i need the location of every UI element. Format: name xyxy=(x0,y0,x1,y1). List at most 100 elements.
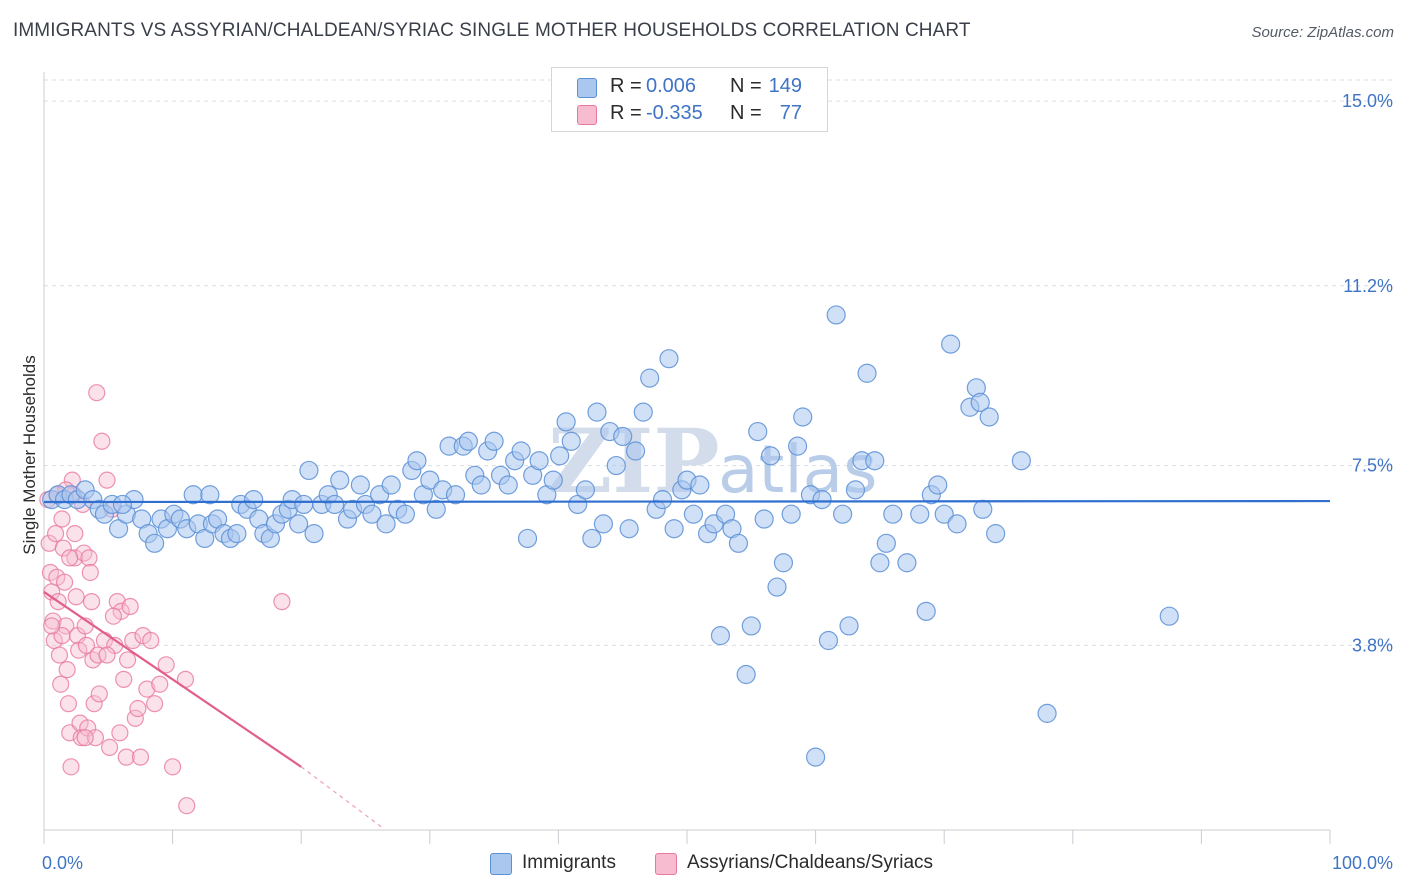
immigrants-point xyxy=(330,470,350,490)
legend-r-label: R = xyxy=(610,75,642,97)
bottom-legend-label: Immigrants xyxy=(522,852,616,873)
immigrants-point xyxy=(445,485,466,505)
immigrants-point xyxy=(511,441,531,461)
immigrants-point xyxy=(664,519,684,539)
assyrians-point xyxy=(43,617,61,635)
legend-r-value: -0.335 xyxy=(646,102,703,124)
immigrants-point xyxy=(870,553,890,573)
immigrants-point xyxy=(781,504,801,524)
immigrants-point xyxy=(484,431,504,451)
assyrians-point xyxy=(57,617,75,635)
assyrians-point xyxy=(55,573,74,591)
immigrants-point xyxy=(575,480,596,500)
legend-r-value: 0.006 xyxy=(646,75,697,97)
assyrians-point xyxy=(52,675,70,693)
immigrants-point xyxy=(517,528,538,549)
x-ticks xyxy=(43,830,1331,844)
immigrants-point xyxy=(144,533,165,553)
immigrants-point xyxy=(420,470,440,490)
assyrians-points xyxy=(39,384,291,815)
immigrants-point xyxy=(773,553,794,573)
y-tick-label: 15.0% xyxy=(1342,91,1393,111)
immigrants-point xyxy=(934,504,954,524)
immigrants-point xyxy=(857,363,877,383)
immigrants-point xyxy=(529,451,549,471)
immigrants-point xyxy=(458,431,478,451)
assyrians-point xyxy=(72,729,90,747)
assyrians-point xyxy=(50,646,69,664)
assyrians-point xyxy=(66,525,84,543)
immigrants-point xyxy=(916,601,936,621)
assyrians-point xyxy=(89,646,107,664)
immigrants-point xyxy=(471,475,491,495)
assyrians-point xyxy=(164,758,182,776)
immigrants-point xyxy=(633,402,653,422)
assyrians-trend-extension xyxy=(300,766,383,829)
assyrians-point xyxy=(142,631,160,650)
y-tick-label: 7.5% xyxy=(1352,456,1393,476)
bottom-legend-immigrants: Immigrants xyxy=(490,850,630,878)
immigrants-swatch xyxy=(577,78,597,98)
immigrants-point xyxy=(200,485,220,505)
immigrants-point xyxy=(350,475,370,495)
immigrants-point xyxy=(710,626,731,646)
trend-lines xyxy=(43,499,1331,829)
bottom-legend-label: Assyrians/Chaldeans/Syriacs xyxy=(687,852,934,873)
assyrians-point xyxy=(93,432,111,450)
immigrants-point xyxy=(690,475,710,495)
immigrants-point xyxy=(426,499,446,519)
legend-n-label: N = xyxy=(730,75,762,97)
assyrians-point xyxy=(98,646,116,664)
immigrants-point xyxy=(582,528,602,549)
immigrants-point xyxy=(970,392,990,413)
assyrians-point xyxy=(82,593,101,611)
assyrians-point xyxy=(117,748,135,766)
immigrants-point xyxy=(652,489,673,510)
immigrants-point xyxy=(227,524,247,544)
immigrants-point xyxy=(728,533,749,553)
immigrants-point xyxy=(818,630,839,651)
immigrants-point xyxy=(304,524,324,544)
assyrians-point xyxy=(46,525,65,543)
immigrants-point xyxy=(613,426,633,447)
immigrants-point xyxy=(928,475,948,495)
immigrants-point xyxy=(865,451,885,471)
legend-n-label: N = xyxy=(730,102,762,124)
correlation-legend: R = 0.006 N = 149 R = -0.335 N = 77 xyxy=(551,67,828,132)
assyrians-point xyxy=(129,699,147,718)
source-note: Source: ZipAtlas.com xyxy=(1251,24,1394,41)
immigrants-point xyxy=(625,441,646,461)
immigrants-points xyxy=(42,305,1179,767)
legend-r-label: R = xyxy=(610,102,642,124)
immigrants-point xyxy=(883,504,903,524)
assyrians-point xyxy=(80,549,98,567)
immigrants-point xyxy=(839,616,859,636)
immigrants-point xyxy=(787,436,808,456)
immigrants-point xyxy=(910,504,930,524)
assyrians-point xyxy=(131,748,150,766)
immigrants-point xyxy=(947,514,967,534)
bottom-legend-assyrians: Assyrians/Chaldeans/Syriacs xyxy=(655,850,955,878)
assyrians-point xyxy=(81,563,99,582)
assyrians-swatch xyxy=(655,853,677,875)
legend-n-value: 149 xyxy=(768,75,802,97)
immigrants-point xyxy=(289,514,309,534)
immigrants-point xyxy=(593,514,614,534)
assyrians-point xyxy=(58,661,76,679)
assyrians-point xyxy=(111,724,129,742)
immigrants-point xyxy=(979,407,999,427)
immigrants-point xyxy=(550,446,570,466)
immigrants-point xyxy=(376,514,396,534)
immigrants-point xyxy=(741,616,761,636)
immigrants-point xyxy=(299,460,319,481)
immigrants-point xyxy=(876,533,896,553)
immigrants-point xyxy=(112,494,133,515)
legend-n-value: 77 xyxy=(779,102,802,124)
immigrants-point xyxy=(395,504,415,524)
immigrants-point xyxy=(659,349,679,369)
immigrants-point xyxy=(587,402,607,422)
assyrians-point xyxy=(100,738,119,756)
immigrants-point xyxy=(619,519,639,539)
assyrians-point xyxy=(90,685,108,703)
